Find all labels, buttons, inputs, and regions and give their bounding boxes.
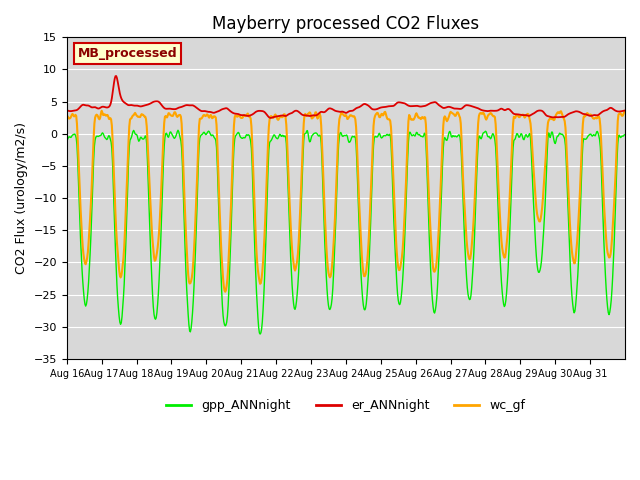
- Line: gpp_ANNnight: gpp_ANNnight: [67, 130, 624, 334]
- Title: Mayberry processed CO2 Fluxes: Mayberry processed CO2 Fluxes: [212, 15, 479, 33]
- Line: wc_gf: wc_gf: [67, 111, 624, 292]
- Line: er_ANNnight: er_ANNnight: [67, 76, 624, 118]
- Y-axis label: CO2 Flux (urology/m2/s): CO2 Flux (urology/m2/s): [15, 122, 28, 274]
- Legend: gpp_ANNnight, er_ANNnight, wc_gf: gpp_ANNnight, er_ANNnight, wc_gf: [161, 394, 531, 417]
- Text: MB_processed: MB_processed: [78, 47, 177, 60]
